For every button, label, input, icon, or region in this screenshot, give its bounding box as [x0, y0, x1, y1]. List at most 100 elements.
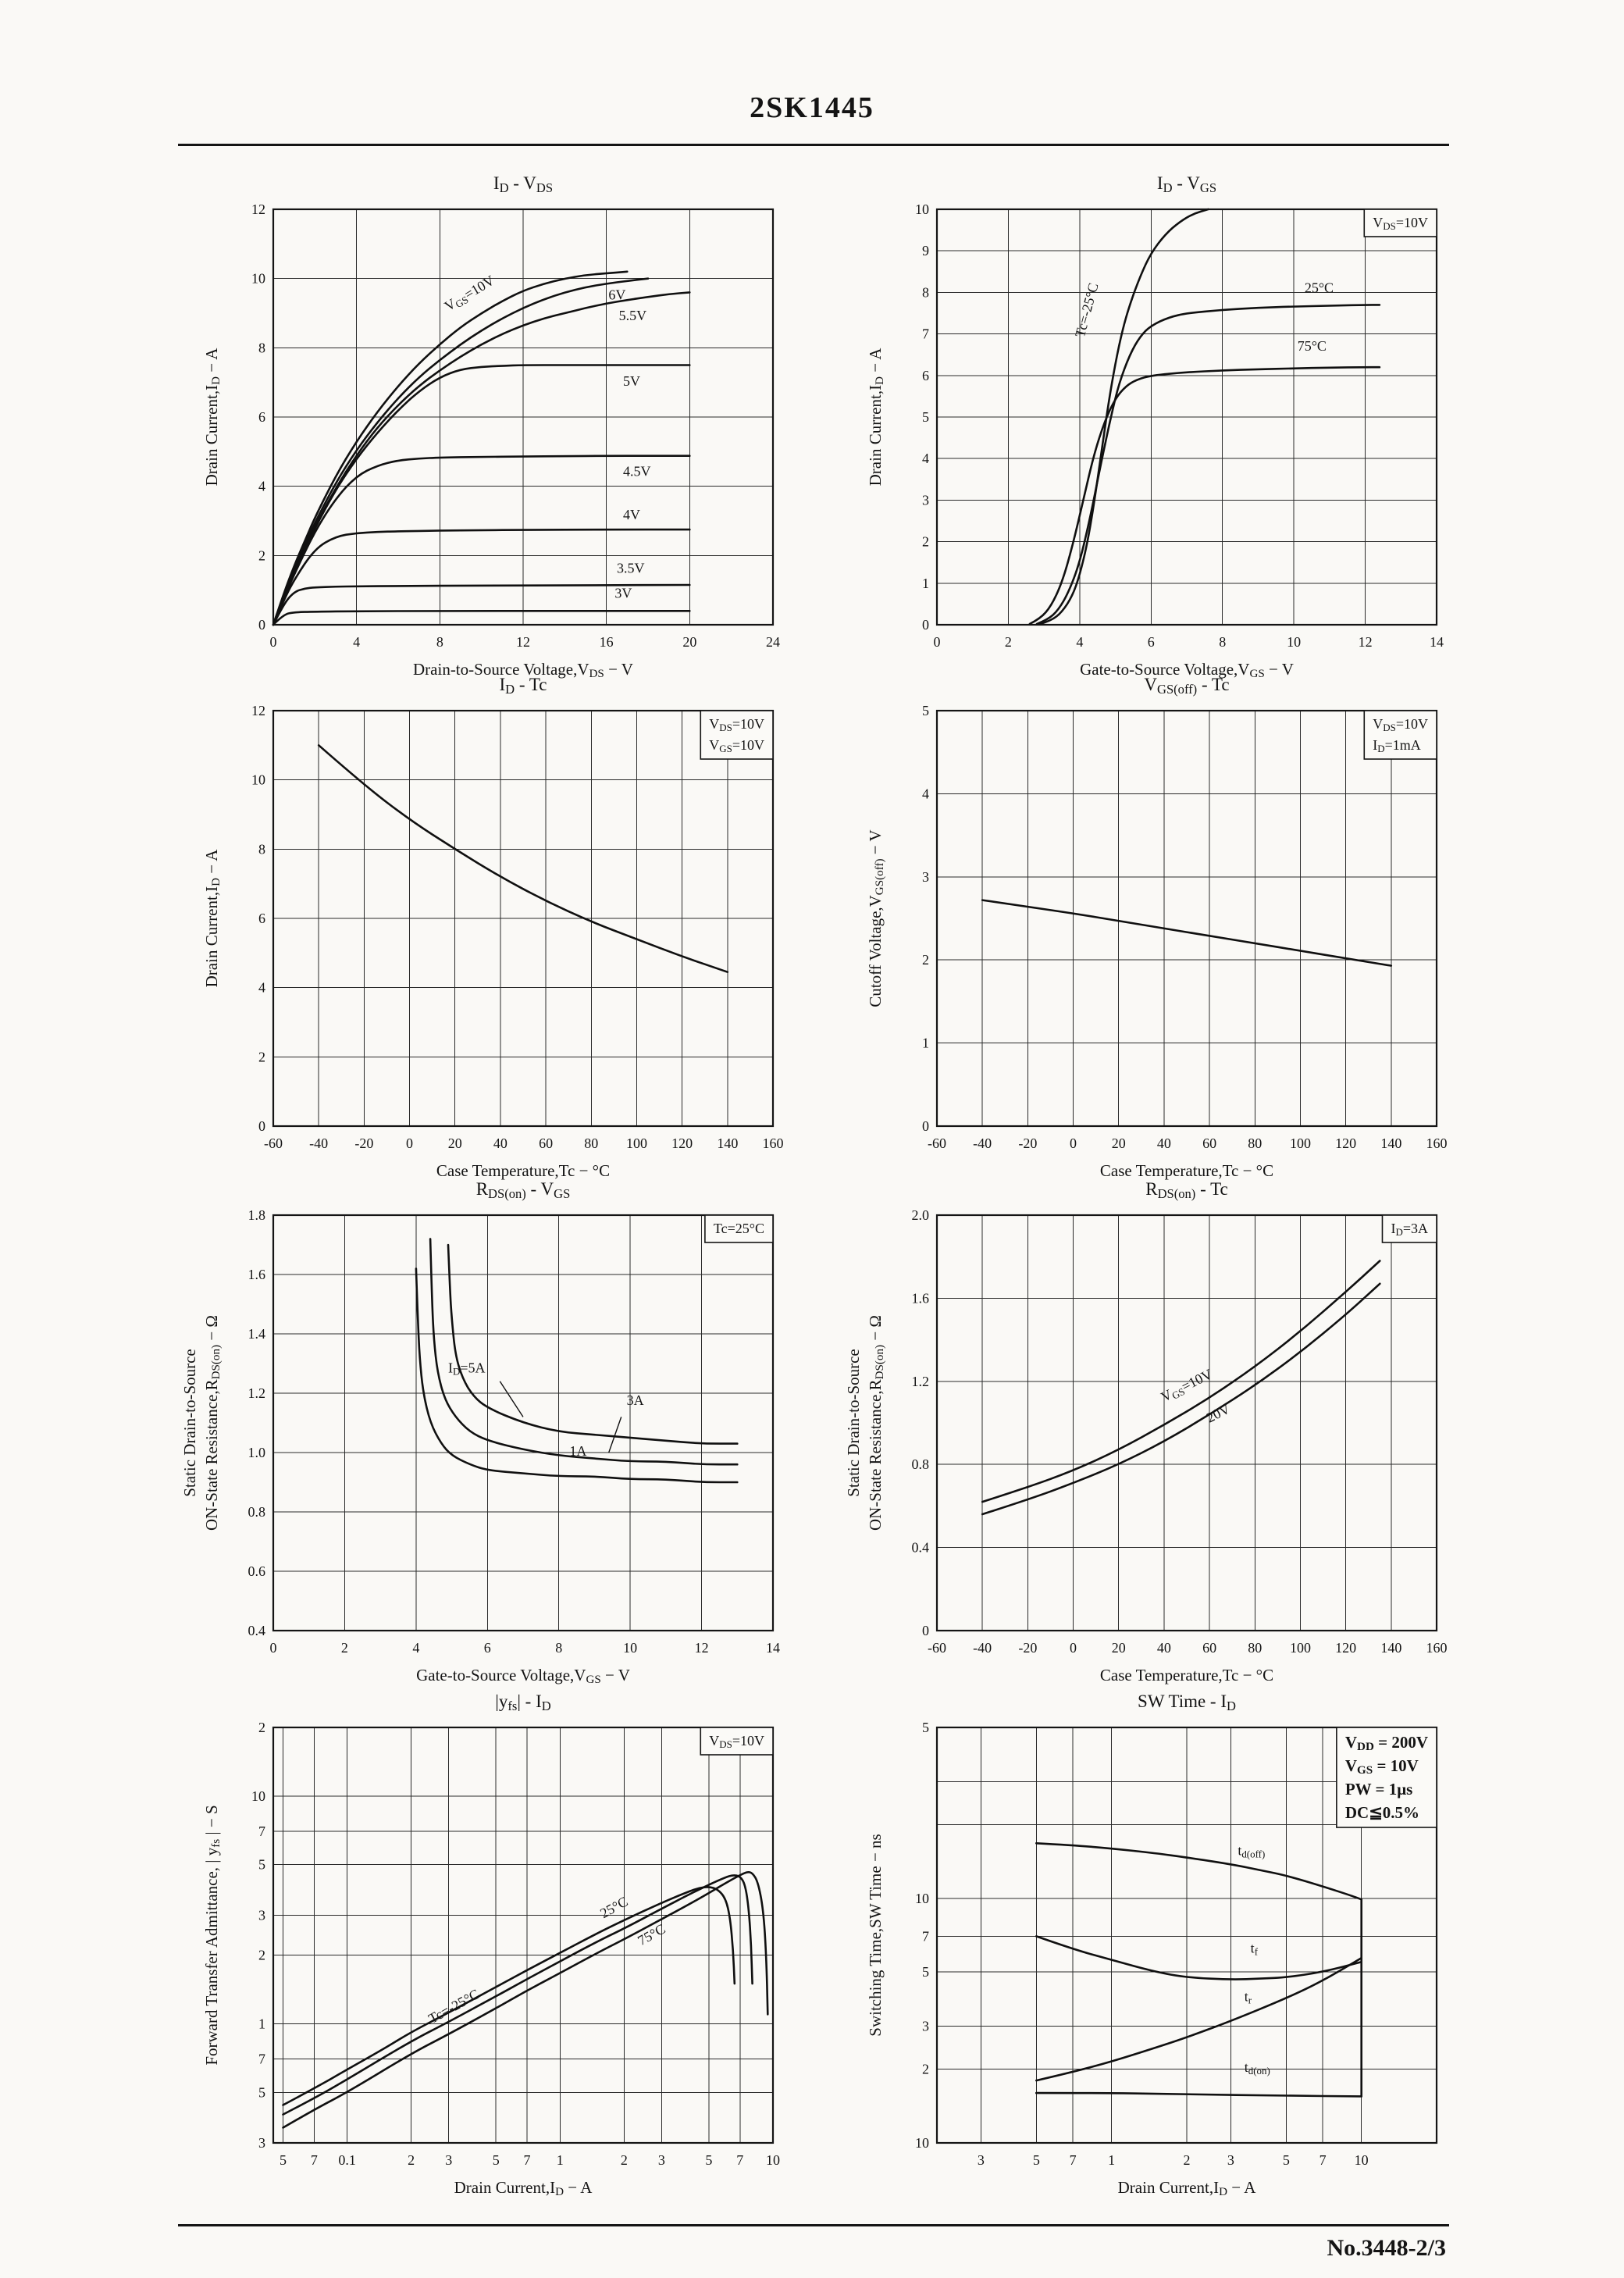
chart-rdson-vgs: RDS(on) - VGS 0 2 4 6 8 10 12 14 0.4 0.6 0.8 1.0 1.2 1…	[109, 1162, 828, 1693]
svg-text:3: 3	[258, 2135, 265, 2151]
svg-text:8: 8	[258, 340, 265, 355]
svg-text:3: 3	[258, 1907, 265, 1923]
svg-text:0: 0	[1070, 1135, 1077, 1151]
svg-text:Tc=25°C: Tc=25°C	[714, 1221, 764, 1236]
x-axis-label: Drain-to-Source Voltage,VDS − V	[413, 660, 633, 680]
chart-yfs-id: |yfs| - ID 5 7 0.1 2 3 5 7 1 2 3 5 7 10 3 5 7 1 2 3 5 7 10 2 Dra…	[109, 1674, 828, 2205]
x-axis-label: Gate-to-Source Voltage,VGS − V	[1080, 660, 1294, 680]
svg-text:5: 5	[922, 703, 929, 718]
svg-text:VGS=10V: VGS=10V	[709, 737, 764, 754]
svg-text:14: 14	[766, 1640, 780, 1656]
chart-vgsoff-tc: VGS(off) - Tc -60 -40 -20 0 20 40 60 80 100 120 140…	[773, 658, 1491, 1189]
chart-rdson-tc: RDS(on) - Tc -60 -40 -20 0 20 40 60 80 100 120 140 1…	[773, 1162, 1491, 1693]
y-axis-label: Drain Current,ID − A	[202, 849, 223, 988]
svg-text:7: 7	[922, 326, 929, 342]
chart-swtime-id: SW Time - ID 3 5 7 1 2 3 5 7 10 10 2 3 5 7 10 5 Drain Cur…	[773, 1674, 1491, 2205]
svg-text:40: 40	[1157, 1135, 1171, 1151]
svg-text:-40: -40	[973, 1640, 992, 1656]
svg-text:4: 4	[258, 479, 265, 494]
svg-text:4: 4	[258, 980, 265, 996]
svg-text:-40: -40	[309, 1135, 328, 1151]
plot-frame	[935, 1726, 1438, 2144]
curve-vgs-4v	[272, 528, 691, 626]
svg-text:0: 0	[270, 1640, 277, 1656]
svg-text:24: 24	[766, 634, 780, 650]
svg-text:2: 2	[341, 1640, 348, 1656]
svg-text:7: 7	[311, 2152, 318, 2168]
curve-tc-75	[1028, 365, 1381, 626]
svg-text:VDS=10V: VDS=10V	[709, 716, 764, 733]
svg-text:120: 120	[671, 1135, 693, 1151]
conditions-box: VDS=10V VGS=10V	[700, 710, 774, 760]
curve-label: 3V	[614, 585, 632, 601]
svg-text:0.4: 0.4	[912, 1540, 930, 1556]
curve-id-1a	[415, 1267, 739, 1484]
svg-text:5: 5	[1283, 2152, 1290, 2168]
curve-tc-25	[1035, 304, 1381, 626]
svg-text:8: 8	[922, 284, 929, 300]
svg-text:VDS=10V: VDS=10V	[1373, 716, 1428, 733]
curve-label: ID=5A	[448, 1360, 486, 1377]
svg-text:-60: -60	[928, 1135, 946, 1151]
svg-text:9: 9	[922, 243, 929, 258]
conditions-box: VDD = 200V VGS = 10V PW = 1μs DC≦0.5%	[1336, 1727, 1437, 1828]
svg-text:20: 20	[682, 634, 696, 650]
svg-text:10: 10	[251, 772, 265, 788]
curve-label: 75°C	[1298, 338, 1327, 354]
grid	[273, 209, 773, 625]
svg-text:10: 10	[251, 271, 265, 287]
grid	[273, 1727, 773, 2143]
page-title: 2SK1445	[750, 91, 874, 124]
grid	[273, 711, 773, 1126]
curve-label: 1A	[569, 1443, 586, 1459]
plot-frame	[272, 208, 775, 626]
curve-label: td(off)	[1238, 1843, 1265, 1860]
svg-text:140: 140	[1380, 1640, 1401, 1656]
svg-text:7: 7	[1320, 2152, 1327, 2168]
svg-text:12: 12	[251, 201, 265, 217]
svg-text:3: 3	[978, 2152, 985, 2168]
conditions-box: VDS=10V ID=1mA	[1363, 710, 1437, 760]
svg-text:-60: -60	[264, 1135, 283, 1151]
svg-text:0: 0	[270, 634, 277, 650]
curve-label: 4V	[623, 507, 640, 522]
y-axis-label: Cutoff Voltage,VGS(off) − V	[866, 829, 886, 1007]
x-axis-label: Case Temperature,Tc − °C	[436, 1161, 610, 1180]
svg-text:160: 160	[1426, 1135, 1448, 1151]
grid	[937, 1727, 1437, 2143]
y-axis-label: Static Drain-to-Source	[180, 1349, 199, 1497]
svg-text:40: 40	[1157, 1640, 1171, 1656]
plot-frame	[272, 709, 775, 1128]
svg-text:60: 60	[1202, 1135, 1216, 1151]
grid	[937, 1215, 1437, 1631]
curve-id-3a	[429, 1238, 739, 1466]
curve-label: 25°C	[1305, 280, 1334, 295]
svg-text:16: 16	[600, 634, 614, 650]
svg-text:6: 6	[258, 911, 265, 926]
curve-td-off	[1035, 1842, 1362, 1901]
svg-text:80: 80	[1248, 1640, 1262, 1656]
curve-label: Tc=-25°C	[1072, 281, 1102, 339]
svg-text:140: 140	[717, 1135, 738, 1151]
svg-text:8: 8	[436, 634, 443, 650]
svg-text:3: 3	[658, 2152, 665, 2168]
svg-text:4: 4	[922, 451, 929, 466]
svg-text:20: 20	[1112, 1135, 1126, 1151]
svg-text:0: 0	[1070, 1640, 1077, 1656]
chart-id-vgs: ID - VGS 0 2 4 6 8 10 12 14 0 1 2 3 4 5 6 7 8 9 10 Gate-to-S…	[773, 156, 1491, 687]
svg-text:1.6: 1.6	[912, 1290, 930, 1306]
curve-label: tr	[1245, 1988, 1252, 2005]
svg-text:6: 6	[258, 409, 265, 425]
chart-svg-vgsoff-tc: VGS(off) - Tc-60 -40 -20 0 20 40 60 80 100 120 140…	[866, 675, 1448, 1180]
conditions-box: VDS=10V	[1363, 209, 1437, 237]
curve-tc-minus25	[1039, 208, 1209, 626]
svg-text:160: 160	[1426, 1640, 1448, 1656]
curve-vgs-4.5v	[272, 455, 691, 626]
svg-text:0: 0	[922, 1118, 929, 1134]
svg-text:5: 5	[258, 2084, 265, 2100]
svg-text:6: 6	[922, 368, 929, 383]
curve-tc-25	[282, 1874, 753, 2116]
curve-label: 5V	[623, 373, 640, 389]
svg-text:6: 6	[484, 1640, 491, 1656]
svg-text:0: 0	[258, 1118, 265, 1134]
